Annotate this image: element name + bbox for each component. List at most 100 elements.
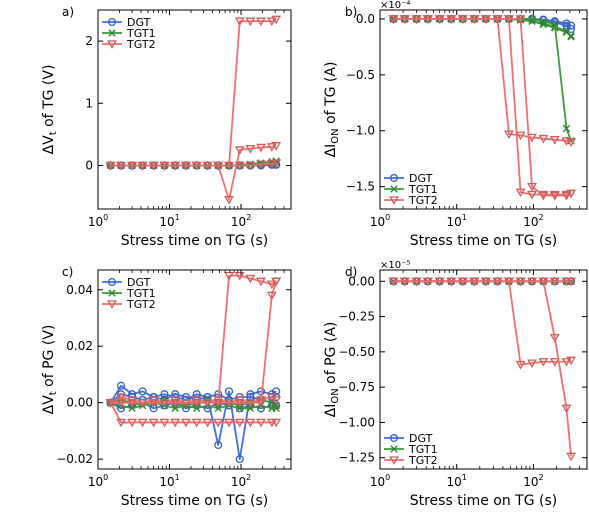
data-point: [446, 277, 457, 287]
data-point: [562, 19, 571, 28]
legend-label: TGT1: [126, 287, 156, 300]
legend-item-dgt: DGT: [102, 16, 151, 29]
series-line-tgt2: [110, 144, 277, 201]
data-point: [422, 15, 433, 24]
panel-label: b): [345, 5, 357, 19]
data-point: [538, 191, 549, 201]
data-point: [566, 138, 577, 147]
series-line-tgt2: [393, 280, 572, 457]
data-point: [108, 29, 116, 37]
x-axis-label: Stress time on TG (s): [410, 493, 558, 509]
data-point: [159, 399, 170, 408]
data-point: [389, 173, 399, 183]
chart-panel-3: c) 100 101 102 Stress time on TG (s) −0.02 0.0…: [41, 265, 292, 509]
data-point: [108, 289, 116, 297]
data-point: [148, 161, 159, 171]
series-line-tgt1: [393, 18, 572, 142]
data-point: [127, 418, 138, 428]
data-point: [149, 404, 158, 413]
data-point: [137, 399, 148, 408]
data-point: [159, 418, 170, 428]
legend-label: TGT2: [408, 194, 438, 207]
chart-panel-1: a) 100 101 102 Stress time on TG (s) 0 1 2 ΔVt o…: [41, 5, 292, 249]
data-point: [390, 185, 398, 193]
data-point: [128, 404, 136, 413]
data-point: [561, 191, 572, 201]
series-line-tgt2: [109, 402, 277, 424]
y-axis-label: ΔVt of TG (V): [41, 65, 59, 155]
panel-label: c): [62, 265, 73, 279]
y-tick-label: −1.0: [346, 124, 375, 138]
data-point: [116, 161, 126, 171]
data-point: [271, 396, 282, 405]
data-point: [191, 161, 202, 171]
x-axis: 100 101 102: [370, 270, 588, 489]
x-tick-label: 102: [523, 473, 543, 489]
y-tick-label: 0.00: [66, 396, 93, 410]
data-point: [127, 161, 138, 171]
data-point: [551, 20, 559, 29]
data-point: [224, 399, 234, 408]
x-tick-label: 100: [370, 213, 390, 229]
x-axis-label: Stress time on TG (s): [121, 493, 269, 509]
data-point: [202, 161, 213, 171]
data-point: [389, 277, 398, 285]
data-point: [224, 387, 234, 396]
data-point: [192, 390, 201, 399]
y-tick-label: 2: [85, 34, 93, 48]
legend-label: TGT2: [126, 298, 156, 311]
data-point: [271, 141, 282, 151]
data-point: [137, 161, 148, 171]
data-point: [549, 191, 560, 201]
x-axis: 100 101 102: [88, 10, 292, 229]
legend-label: TGT1: [408, 183, 438, 196]
x-axis-label: Stress time on TG (s): [410, 233, 558, 249]
data-point: [504, 130, 514, 139]
data-point: [107, 277, 117, 287]
data-point: [561, 404, 572, 414]
data-point: [256, 160, 266, 170]
data-point: [160, 390, 169, 399]
data-point: [515, 131, 526, 141]
legend-item-tgt2: TGT2: [384, 194, 438, 207]
x-axis: 100 101 102: [88, 270, 292, 489]
data-point: [107, 40, 117, 49]
data-point: [214, 404, 222, 413]
data-point: [105, 161, 116, 171]
data-point: [266, 291, 277, 301]
data-point: [213, 161, 224, 171]
y-tick-label: 0: [85, 158, 93, 172]
data-point: [549, 358, 560, 367]
data-point: [246, 404, 255, 413]
legend-label: DGT: [409, 432, 433, 445]
data-point: [245, 161, 256, 171]
data-point: [266, 143, 277, 152]
y-axis-label: ΔVt of PG (V): [41, 325, 59, 415]
data-point: [434, 15, 445, 24]
data-point: [480, 277, 491, 287]
data-point: [266, 17, 277, 27]
plot-frame: [379, 9, 588, 210]
data-point: [271, 277, 282, 287]
data-point: [170, 161, 181, 171]
data-point: [266, 280, 277, 290]
legend-label: TGT1: [408, 443, 438, 456]
legend-item-dgt: DGT: [384, 172, 433, 185]
data-point: [422, 277, 433, 287]
data-point: [214, 440, 223, 450]
data-point: [181, 399, 191, 408]
data-point: [234, 399, 245, 408]
data-point: [256, 17, 266, 27]
data-point: [105, 399, 116, 408]
x-axis-label: Stress time on TG (s): [121, 233, 269, 249]
data-point: [539, 17, 548, 25]
data-point: [411, 15, 422, 24]
series-line-tgt2: [393, 18, 572, 196]
data-point: [480, 15, 491, 24]
data-point: [171, 390, 180, 399]
data-point: [469, 277, 480, 287]
chart-panel-2: b) 100 101 102 Stress time on TG (s) 0.0 −0.5 −…: [323, 0, 588, 249]
data-point: [389, 456, 399, 465]
series-line-tgt2: [393, 18, 572, 197]
